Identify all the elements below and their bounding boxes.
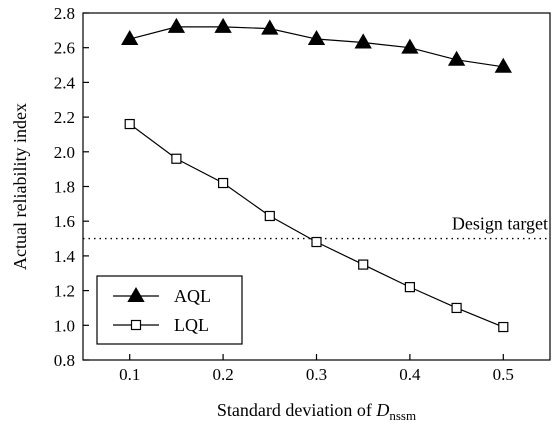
legend: AQL LQL	[96, 275, 243, 345]
legend-item-aql: AQL	[113, 286, 211, 306]
y-tick-label: 2.8	[54, 4, 75, 23]
series-group	[121, 17, 512, 333]
legend-box	[96, 275, 243, 345]
y-tick-label: 1.2	[54, 282, 75, 301]
x-tick-label: 0.5	[493, 365, 514, 384]
data-point-lql	[358, 259, 369, 270]
data-point-lql	[264, 210, 275, 222]
y-tick-label: 2.4	[54, 73, 76, 92]
data-point-aql	[307, 29, 326, 45]
series-lql	[124, 118, 509, 333]
y-tick-label: 2.2	[54, 108, 75, 127]
y-tick-label: 0.8	[54, 351, 75, 370]
y-tick-label: 1.4	[54, 247, 76, 266]
x-tick-label: 0.3	[306, 365, 327, 384]
data-point-aql	[261, 19, 279, 35]
data-point-aql	[494, 57, 512, 73]
data-point-aql	[167, 17, 186, 33]
data-point-aql	[447, 50, 466, 66]
x-axis-title-var: D	[375, 400, 389, 420]
legend-marker	[130, 319, 142, 331]
data-point-aql	[121, 29, 139, 45]
data-point-lql	[171, 153, 182, 164]
y-tick-label: 1.6	[54, 212, 75, 231]
data-point-aql	[354, 33, 372, 49]
design-target-label: Design target	[452, 214, 548, 234]
legend-item-lql: LQL	[113, 315, 209, 335]
x-axis-title-text: Standard deviation of	[217, 400, 376, 420]
data-point-lql	[311, 236, 322, 248]
legend-marker	[127, 286, 145, 302]
x-tick-label: 0.2	[212, 365, 233, 384]
data-point-lql	[218, 177, 229, 189]
data-point-aql	[401, 38, 419, 54]
series-aql	[121, 17, 512, 73]
data-point-lql	[404, 282, 415, 293]
legend-label: AQL	[174, 286, 211, 306]
y-tick-label: 1.0	[54, 316, 75, 335]
data-point-lql	[451, 302, 462, 314]
x-axis-title-sub: nssm	[389, 408, 416, 423]
y-tick-label: 1.8	[54, 178, 75, 197]
y-tick-label: 2.0	[54, 143, 75, 162]
y-axis-title: Actual reliability index	[10, 103, 30, 270]
data-point-aql	[214, 17, 232, 33]
data-point-lql	[498, 321, 509, 333]
y-tick-label: 2.6	[54, 39, 75, 58]
legend-label: LQL	[174, 315, 209, 335]
x-axis-title: Standard deviation of Dnssm	[217, 400, 416, 423]
x-tick-label: 0.4	[399, 365, 421, 384]
x-tick-label: 0.1	[119, 365, 140, 384]
data-point-lql	[124, 118, 135, 130]
axis-ticks: 0.1 0.2 0.3 0.4 0.5 0.8 1.0 1.2 1.4 1.6 1.8 2.0 2.2 2…	[54, 4, 514, 384]
